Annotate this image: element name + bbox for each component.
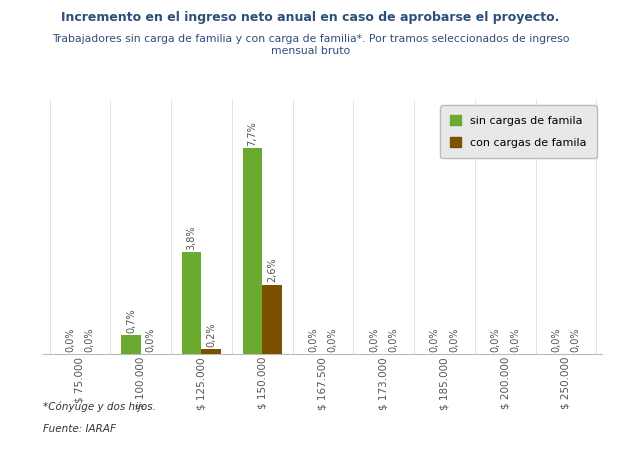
Text: 0,0%: 0,0%	[145, 327, 155, 352]
Text: 0,7%: 0,7%	[126, 309, 136, 333]
Text: Trabajadores sin carga de familia y con carga de familia*. Por tramos selecciona: Trabajadores sin carga de familia y con …	[52, 34, 569, 56]
Legend: sin cargas de famila, con cargas de famila: sin cargas de famila, con cargas de fami…	[440, 105, 597, 158]
Text: 0,0%: 0,0%	[388, 327, 399, 352]
Bar	[121, 336, 141, 354]
Text: 0,0%: 0,0%	[571, 327, 581, 352]
Text: 3,8%: 3,8%	[187, 226, 197, 250]
Text: 7,7%: 7,7%	[247, 121, 258, 146]
Text: 0,0%: 0,0%	[551, 327, 561, 352]
Bar	[201, 349, 221, 354]
Bar	[262, 285, 281, 354]
Bar	[243, 148, 262, 354]
Text: Incremento en el ingreso neto anual en caso de aprobarse el proyecto.: Incremento en el ingreso neto anual en c…	[61, 11, 560, 25]
Text: 0,0%: 0,0%	[328, 327, 338, 352]
Text: 2,6%: 2,6%	[267, 258, 277, 282]
Text: 0,0%: 0,0%	[65, 327, 75, 352]
Text: 0,0%: 0,0%	[308, 327, 318, 352]
Bar	[182, 252, 201, 354]
Text: 0,0%: 0,0%	[84, 327, 94, 352]
Text: 0,0%: 0,0%	[430, 327, 440, 352]
Text: 0,2%: 0,2%	[206, 322, 216, 346]
Text: 0,0%: 0,0%	[491, 327, 501, 352]
Text: 0,0%: 0,0%	[369, 327, 379, 352]
Text: 0,0%: 0,0%	[449, 327, 459, 352]
Text: *Cónyuge y dos hijos.: *Cónyuge y dos hijos.	[43, 402, 156, 412]
Text: 0,0%: 0,0%	[510, 327, 520, 352]
Text: Fuente: IARAF: Fuente: IARAF	[43, 424, 117, 434]
